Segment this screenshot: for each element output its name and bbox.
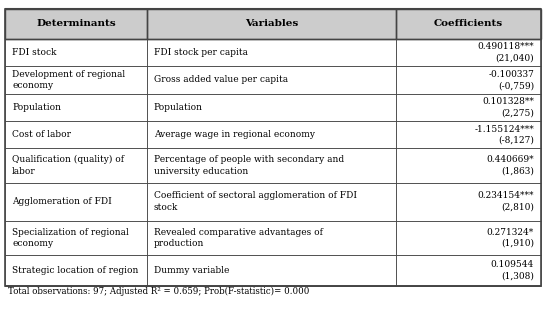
Text: -0.100337
(-0,759): -0.100337 (-0,759) — [488, 70, 534, 90]
Bar — [5, 9, 147, 39]
Text: 0.101328**
(2,275): 0.101328** (2,275) — [482, 97, 534, 117]
Bar — [5, 183, 147, 221]
Bar — [147, 183, 396, 221]
Bar — [396, 149, 541, 183]
Text: Cost of labor: Cost of labor — [12, 130, 71, 139]
Text: Population: Population — [12, 103, 61, 112]
Bar — [147, 255, 396, 286]
Bar — [396, 9, 541, 39]
Text: Development of regional
economy: Development of regional economy — [12, 70, 125, 90]
Bar — [396, 183, 541, 221]
Text: Revealed comparative advantages of
production: Revealed comparative advantages of produ… — [154, 227, 323, 248]
Bar — [5, 39, 147, 66]
Bar — [5, 121, 147, 149]
Text: Coefficient of sectoral agglomeration of FDI
stock: Coefficient of sectoral agglomeration of… — [154, 192, 357, 212]
Text: Average wage in regional economy: Average wage in regional economy — [154, 130, 315, 139]
Bar — [5, 9, 541, 286]
Text: Determinants: Determinants — [37, 19, 116, 28]
Text: 0.271324*
(1,910): 0.271324* (1,910) — [486, 227, 534, 248]
Text: Gross added value per capita: Gross added value per capita — [154, 75, 288, 84]
Text: Variables: Variables — [245, 19, 298, 28]
Text: 0.109544
(1,308): 0.109544 (1,308) — [491, 260, 534, 281]
Text: 0.440669*
(1,863): 0.440669* (1,863) — [486, 155, 534, 176]
Bar — [5, 255, 147, 286]
Text: FDI stock per capita: FDI stock per capita — [154, 48, 248, 57]
Bar — [147, 9, 396, 39]
Text: 0.490118***
(21,040): 0.490118*** (21,040) — [477, 42, 534, 63]
Bar — [5, 221, 147, 255]
Text: Specialization of regional
economy: Specialization of regional economy — [12, 227, 129, 248]
Bar — [5, 66, 147, 94]
Bar — [147, 121, 396, 149]
Text: Qualification (quality) of
labor: Qualification (quality) of labor — [12, 155, 124, 176]
Bar — [5, 94, 147, 121]
Bar — [396, 94, 541, 121]
Text: Coefficients: Coefficients — [434, 19, 503, 28]
Text: Percentage of people with secondary and
university education: Percentage of people with secondary and … — [154, 155, 344, 176]
Bar — [396, 66, 541, 94]
Bar — [396, 121, 541, 149]
Bar — [147, 66, 396, 94]
Bar — [396, 39, 541, 66]
Bar — [396, 255, 541, 286]
Bar — [396, 221, 541, 255]
Text: Population: Population — [154, 103, 203, 112]
Bar — [147, 94, 396, 121]
Bar — [147, 221, 396, 255]
Text: Strategic location of region: Strategic location of region — [12, 266, 138, 275]
Bar — [147, 149, 396, 183]
Text: Agglomeration of FDI: Agglomeration of FDI — [12, 197, 112, 206]
Text: FDI stock: FDI stock — [12, 48, 57, 57]
Text: 0.234154***
(2,810): 0.234154*** (2,810) — [478, 192, 534, 212]
Bar — [147, 39, 396, 66]
Text: Dummy variable: Dummy variable — [154, 266, 229, 275]
Text: -1.155124***
(-8,127): -1.155124*** (-8,127) — [474, 125, 534, 145]
Text: Total observations: 97; Adjusted R² = 0.659; Prob(F-statistic)= 0.000: Total observations: 97; Adjusted R² = 0.… — [8, 287, 310, 297]
Bar — [5, 149, 147, 183]
